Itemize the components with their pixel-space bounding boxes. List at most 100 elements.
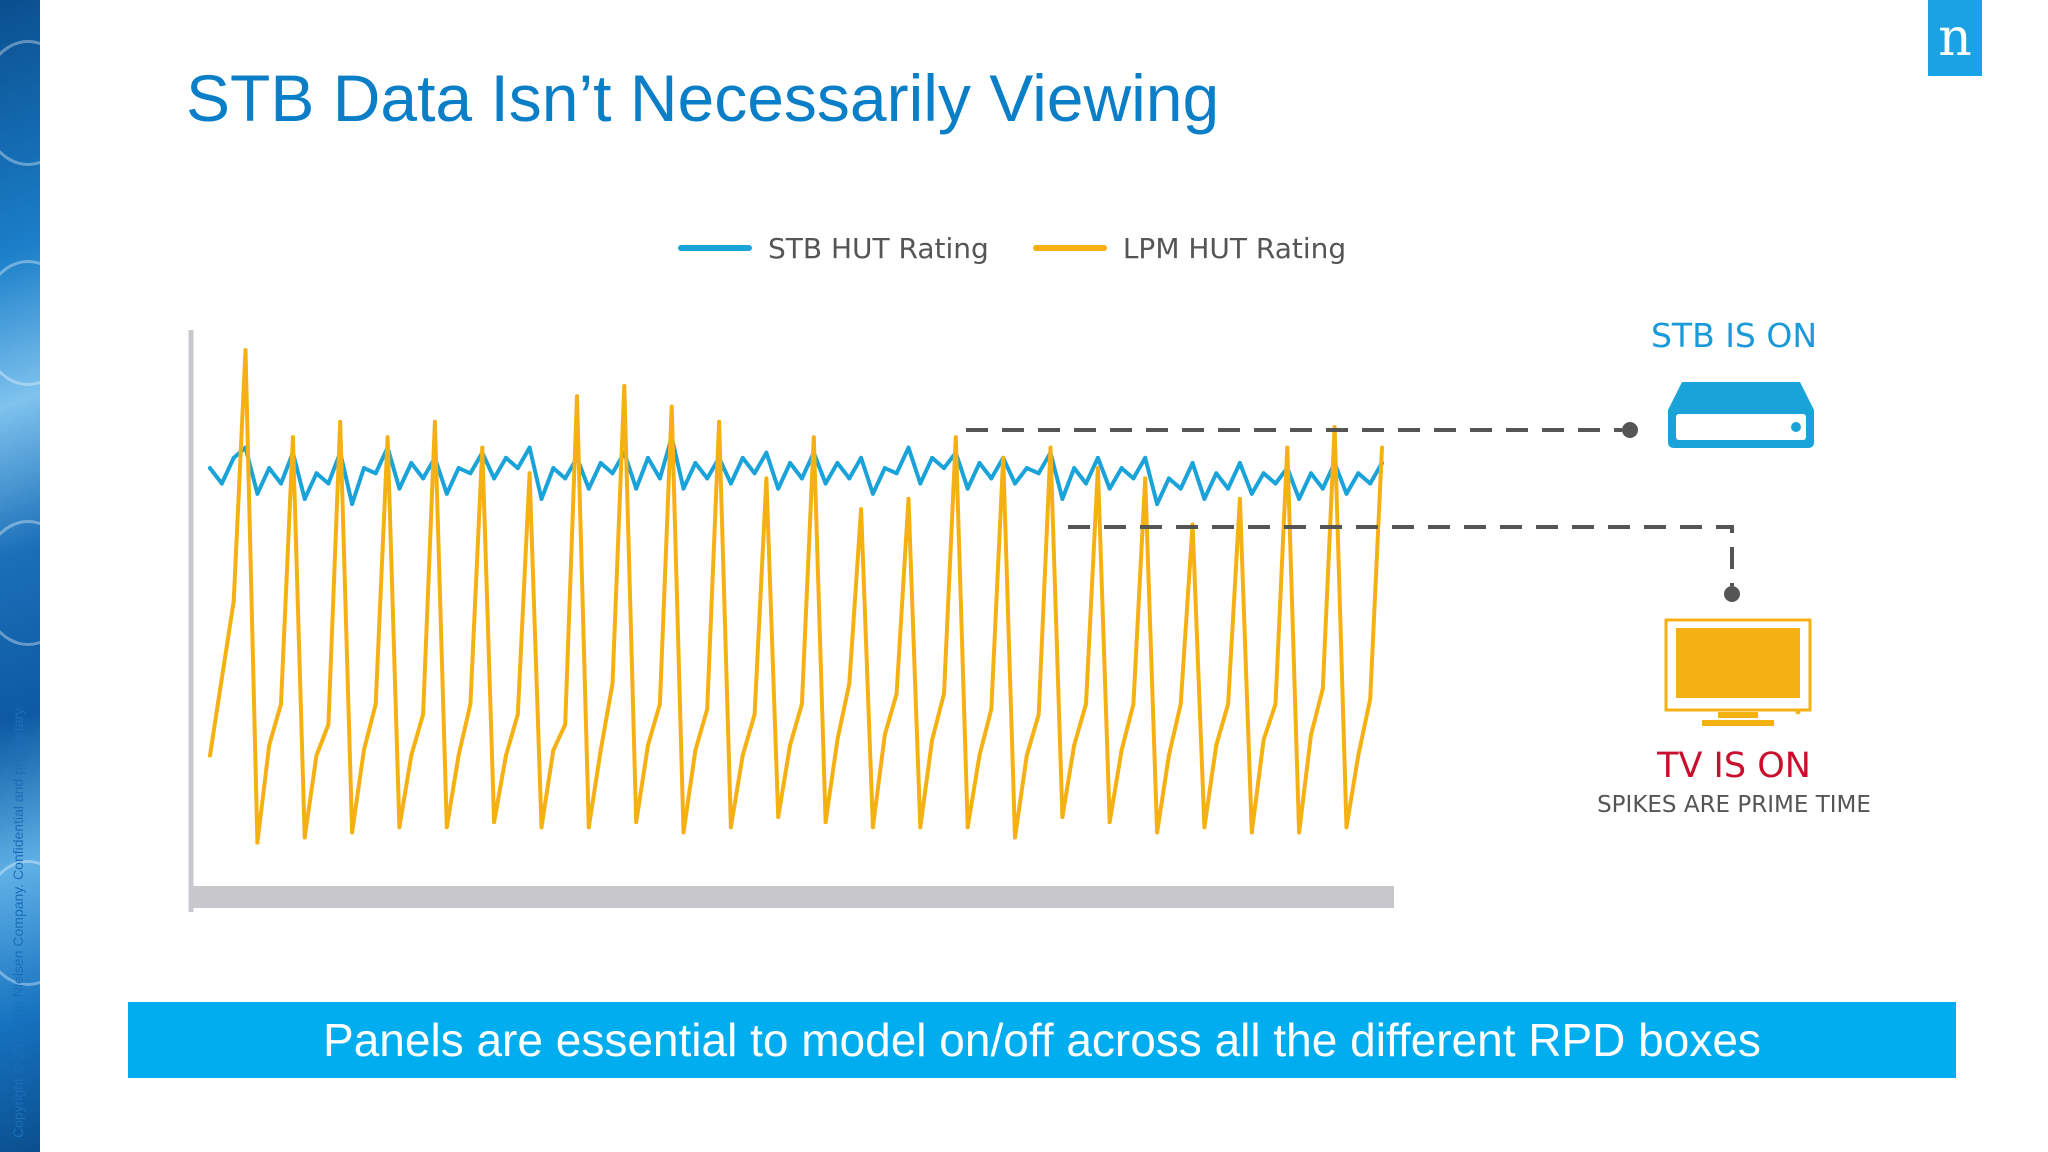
stb-data-point [1356, 471, 1361, 476]
key-message-banner: Panels are essential to model on/off acr… [128, 1002, 1956, 1078]
lpm-data-point [551, 748, 556, 753]
lpm-data-point [243, 348, 248, 353]
lpm-data-point [776, 815, 781, 819]
stb-data-point [930, 455, 935, 460]
set-top-box-led [1791, 422, 1801, 432]
stb-data-point [740, 455, 745, 460]
lpm-data-point [290, 435, 295, 440]
tv-icon [1664, 618, 1812, 712]
lpm-data-point [965, 825, 970, 830]
stb-data-point [456, 466, 461, 471]
lpm-data-point [492, 820, 497, 825]
stb-data-point [788, 461, 793, 465]
stb-data-point [859, 455, 864, 460]
stb-data-point [421, 476, 426, 481]
stb-data-point [279, 481, 283, 486]
tv-stand-neck [1718, 712, 1758, 718]
stb-data-point [1202, 496, 1207, 501]
lpm-data-point [1060, 815, 1065, 819]
lpm-data-point [1237, 496, 1242, 501]
lpm-data-point [646, 743, 650, 748]
stb-data-point [894, 471, 899, 476]
lpm-data-point [657, 702, 662, 707]
lpm-data-point [752, 712, 757, 717]
lpm-data-point [456, 753, 461, 758]
lpm-data-point [681, 830, 686, 835]
stb-data-point [314, 471, 319, 476]
lpm-data-point [764, 476, 769, 481]
lpm-data-point [385, 435, 390, 440]
lpm-data-point [1214, 743, 1219, 748]
lpm-data-point [1297, 830, 1302, 835]
stb-data-point [255, 491, 260, 496]
lpm-data-point [1095, 466, 1100, 471]
stb-data-point [350, 502, 355, 506]
stb-data-point [646, 455, 650, 460]
stb-data-point [1036, 471, 1041, 476]
lpm-data-point [799, 702, 804, 707]
lpm-data-point [279, 702, 283, 707]
lpm-data-point [267, 743, 272, 748]
stb-data-point [705, 476, 710, 481]
lpm-data-point [788, 743, 793, 748]
wave-decoration [0, 860, 40, 986]
slide-title: STB Data Isn’t Necessarily Viewing [186, 61, 1220, 135]
lpm-data-point [622, 384, 627, 388]
lpm-data-point [539, 825, 544, 830]
lpm-data-point [847, 681, 852, 686]
stb-data-point [906, 445, 911, 450]
lpm-data-point [1380, 445, 1384, 450]
stb-is-on-label: STB IS ON [1650, 316, 1818, 355]
lpm-data-point [1202, 825, 1207, 830]
stb-data-point [208, 466, 212, 471]
stb-data-point [527, 445, 532, 450]
stb-data-point [882, 466, 887, 471]
lpm-data-point [397, 825, 402, 830]
tv-screen [1676, 628, 1800, 698]
stb-data-point [563, 476, 568, 481]
lpm-data-point [669, 404, 674, 409]
legend-label-stb: STB HUT Rating [768, 231, 989, 265]
wave-decoration [0, 260, 40, 386]
lpm-data-point [444, 825, 449, 830]
lpm-data-point [1119, 748, 1124, 753]
lpm-data-point [314, 753, 319, 758]
lpm-data-point [1249, 830, 1254, 835]
lpm-data-point [480, 445, 485, 450]
stb-data-point [326, 481, 331, 486]
lpm-data-point [859, 507, 864, 512]
lpm-data-point [930, 738, 935, 742]
stb-data-point [870, 491, 875, 496]
stb-data-point [504, 455, 508, 460]
side-decorative-strip [0, 0, 40, 1152]
stb-data-point [551, 466, 556, 471]
legend-swatch-lpm [1032, 245, 1107, 251]
lpm-data-point [906, 496, 911, 501]
stb-data-point [681, 486, 686, 491]
stb-data-point [409, 461, 414, 465]
lpm-data-point [1155, 830, 1160, 835]
lpm-data-point [1226, 702, 1231, 707]
spikes-prime-time-label: SPIKES ARE PRIME TIME [1597, 792, 1871, 818]
lpm-data-point [823, 820, 828, 825]
stb-connector-dot [1622, 422, 1638, 438]
stb-data-point [1297, 496, 1302, 501]
lpm-data-point [1001, 455, 1006, 460]
stb-data-point [965, 486, 970, 491]
lpm-data-point [1309, 732, 1313, 737]
stb-data-point [752, 471, 757, 476]
legend-item-lpm: LPM HUT Rating [1032, 232, 1346, 265]
tv-is-on-label: TV IS ON [1657, 746, 1811, 786]
set-top-box-face [1676, 414, 1806, 440]
lpm-data-point [563, 722, 568, 727]
lpm-data-point [1013, 835, 1017, 840]
lpm-data-point [634, 820, 639, 825]
lpm-data-point [421, 712, 426, 717]
lpm-data-point [575, 394, 579, 399]
stb-data-point [1119, 466, 1124, 471]
lpm-data-point [1178, 702, 1183, 707]
lpm-data-point [1261, 738, 1266, 742]
lpm-data-point [953, 435, 958, 440]
stb-data-point [1178, 486, 1183, 491]
